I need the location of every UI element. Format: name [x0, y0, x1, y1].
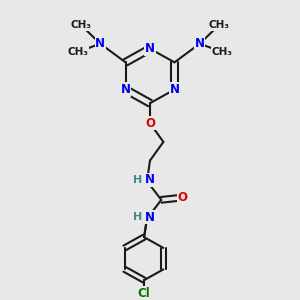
- Text: N: N: [145, 211, 155, 224]
- Text: N: N: [145, 173, 155, 186]
- Text: O: O: [177, 191, 187, 204]
- Text: CH₃: CH₃: [212, 47, 233, 57]
- Text: H: H: [133, 175, 142, 185]
- Text: N: N: [121, 83, 130, 96]
- Text: N: N: [169, 83, 179, 96]
- Text: CH₃: CH₃: [208, 20, 230, 30]
- Text: CH₃: CH₃: [68, 47, 88, 57]
- Text: N: N: [95, 37, 105, 50]
- Text: CH₃: CH₃: [70, 20, 92, 30]
- Text: N: N: [145, 42, 155, 55]
- Text: O: O: [145, 117, 155, 130]
- Text: Cl: Cl: [138, 286, 150, 300]
- Text: H: H: [133, 212, 142, 222]
- Text: N: N: [195, 37, 205, 50]
